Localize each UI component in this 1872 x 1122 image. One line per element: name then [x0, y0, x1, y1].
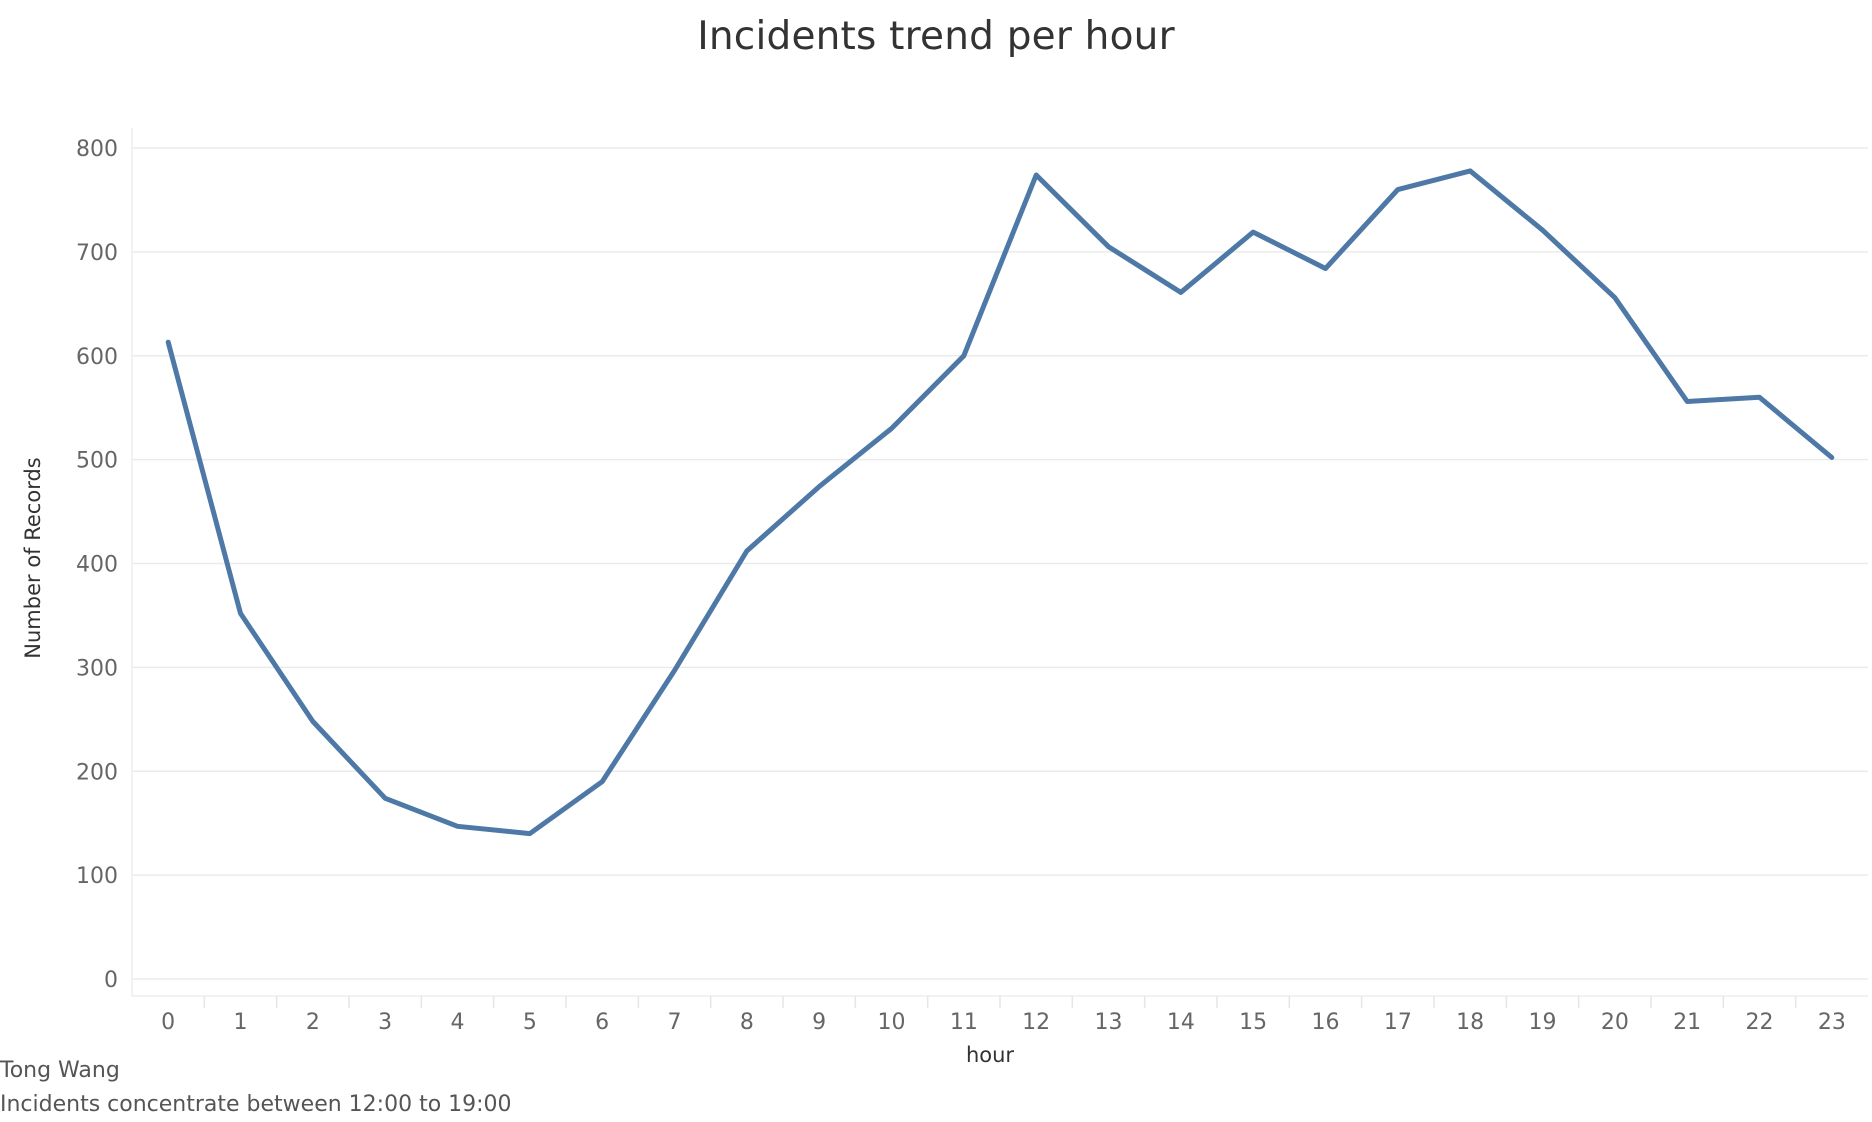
x-tick-label: 23 — [1818, 1010, 1846, 1035]
y-tick-label: 500 — [76, 449, 118, 474]
note-caption: Incidents concentrate between 12:00 to 1… — [0, 1092, 512, 1117]
y-axis-ticks: 0 100 200 300 400 500 600 700 800 — [76, 137, 118, 993]
data-point — [455, 823, 461, 829]
x-tick-label: 20 — [1601, 1010, 1629, 1035]
data-point — [527, 831, 533, 837]
data-point — [599, 779, 605, 785]
x-tick-label: 9 — [812, 1010, 826, 1035]
chart-title: Incidents trend per hour — [697, 14, 1175, 59]
x-tick-label: 12 — [1022, 1010, 1050, 1035]
data-point — [744, 548, 750, 554]
data-point — [1829, 455, 1835, 461]
x-tick-label: 2 — [306, 1010, 320, 1035]
data-point — [238, 610, 244, 616]
author-caption: Tong Wang — [0, 1058, 120, 1083]
x-tick-label: 14 — [1167, 1010, 1195, 1035]
data-point — [1540, 227, 1546, 233]
series-line — [165, 168, 1835, 837]
x-tick-label: 13 — [1095, 1010, 1123, 1035]
x-tick-label: 22 — [1746, 1010, 1774, 1035]
x-tick-label: 3 — [378, 1010, 392, 1035]
y-tick-label: 600 — [76, 345, 118, 370]
data-point — [889, 425, 895, 431]
data-point — [672, 667, 678, 673]
x-tick-label: 7 — [668, 1010, 682, 1035]
x-tick-label: 16 — [1312, 1010, 1340, 1035]
x-axis-title: hour — [966, 1043, 1014, 1067]
y-axis-title: Number of Records — [21, 457, 45, 658]
data-point — [1612, 295, 1618, 301]
data-point — [1467, 168, 1473, 174]
data-point — [1106, 244, 1112, 250]
x-tick-label: 0 — [161, 1010, 175, 1035]
x-tick-label: 21 — [1673, 1010, 1701, 1035]
data-point — [1033, 172, 1039, 178]
data-point — [1395, 187, 1401, 193]
x-tick-label: 17 — [1384, 1010, 1412, 1035]
data-point — [961, 353, 967, 359]
y-tick-label: 400 — [76, 553, 118, 578]
series — [165, 168, 1835, 837]
data-point — [1757, 394, 1763, 400]
data-point — [816, 484, 822, 490]
data-point — [382, 795, 388, 801]
data-point — [310, 718, 316, 724]
x-tick-label: 6 — [595, 1010, 609, 1035]
x-tick-label: 18 — [1456, 1010, 1484, 1035]
y-tick-label: 700 — [76, 241, 118, 266]
x-tick-label: 15 — [1239, 1010, 1267, 1035]
data-point — [1178, 289, 1184, 295]
x-tick-label: 5 — [523, 1010, 537, 1035]
x-tick-label: 10 — [878, 1010, 906, 1035]
y-tick-label: 0 — [104, 968, 118, 993]
x-axis-ticks: 0 1 2 3 4 5 6 7 8 9 10 11 12 13 14 15 16 17 18 19 20 21 22 23 — [161, 1010, 1846, 1035]
x-tick-label: 4 — [451, 1010, 465, 1035]
x-tick-label: 1 — [234, 1010, 248, 1035]
gridlines — [132, 147, 1868, 980]
y-tick-label: 200 — [76, 760, 118, 785]
y-tick-label: 800 — [76, 137, 118, 162]
data-point — [1323, 265, 1329, 271]
x-tick-label: 8 — [740, 1010, 754, 1035]
axes — [131, 128, 1868, 1008]
y-tick-label: 100 — [76, 864, 118, 889]
data-point — [1250, 229, 1256, 235]
data-point — [1684, 398, 1690, 404]
y-tick-label: 300 — [76, 656, 118, 681]
x-tick-label: 19 — [1529, 1010, 1557, 1035]
x-tick-label: 11 — [950, 1010, 978, 1035]
data-point — [165, 339, 171, 345]
